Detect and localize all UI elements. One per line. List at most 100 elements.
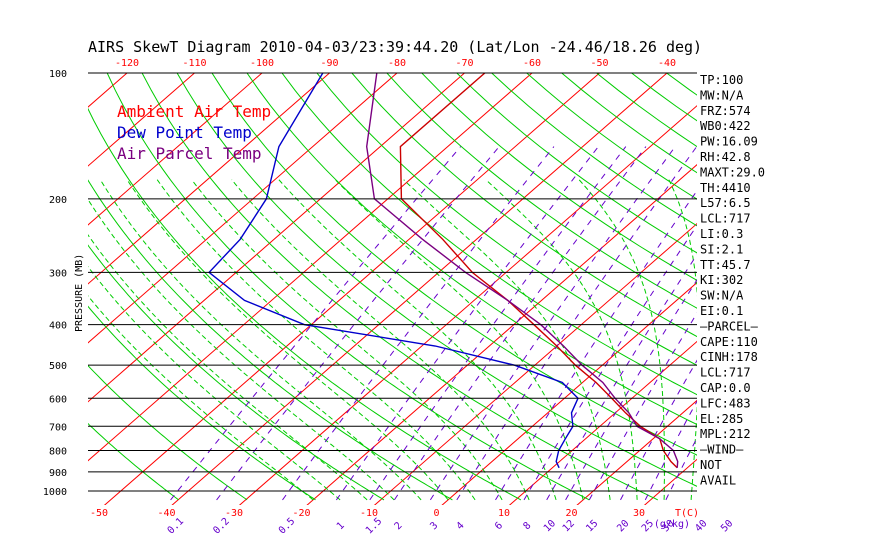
isotherm-line (373, 222, 697, 505)
top-temp-tick-label: -100 (250, 58, 274, 69)
legend-entry: Ambient Air Temp (117, 102, 271, 121)
mixing-ratio-tick-label: 8 (521, 520, 533, 532)
stability-index-item: LFC:483 (700, 396, 751, 410)
dry-adiabat-lines (88, 54, 870, 501)
pressure-tick-label: 800 (49, 446, 67, 457)
stability-index-item: —PARCEL— (700, 319, 759, 333)
legend-entry: Dew Point Temp (117, 123, 252, 142)
mixing-ratio-tick-label: 1.5 (364, 516, 385, 537)
x-unit-label: T(C) (675, 508, 699, 519)
isotherm-line (88, 73, 196, 167)
dry-adiabat-line (386, 73, 697, 309)
stability-index-item: LI:0.3 (700, 227, 743, 241)
dry-adiabat-line (281, 73, 697, 396)
moist-adiabat-line (278, 179, 557, 501)
bottom-temp-tick-label: -20 (292, 508, 310, 519)
mixing-ratio-tick-label: 10 (542, 518, 558, 534)
top-temp-tick-label: -50 (590, 58, 608, 69)
mixing-ratio-tick-label: 15 (584, 518, 600, 534)
dry-adiabat-line (141, 73, 659, 501)
bottom-temp-tick-label: 0 (433, 508, 439, 519)
isotherm-line (88, 73, 398, 344)
mixing-ratio-line (369, 146, 627, 501)
stability-index-item: PW:16.09 (700, 135, 758, 149)
dry-adiabat-line (744, 54, 870, 500)
dry-adiabat-line (106, 73, 590, 501)
moist-adiabat-line (334, 179, 584, 501)
isotherm-line (88, 73, 263, 226)
moist-adiabat-line (88, 295, 314, 501)
y-axis-label: PRESSURE (MB) (74, 254, 85, 332)
legend-entry: Air Parcel Temp (117, 144, 262, 163)
dry-adiabat-line (525, 73, 697, 200)
stability-index-item: L57:6.5 (700, 196, 751, 210)
moist-adiabat-line (485, 179, 638, 500)
dry-adiabat-line (88, 422, 179, 501)
stability-index-item: TT:45.7 (700, 258, 751, 272)
moist-adiabat-line (156, 179, 476, 501)
isotherm-line (508, 340, 697, 505)
moist-adiabat-line (403, 179, 611, 500)
top-temp-tick-label: -120 (115, 58, 139, 69)
mixing-ratio-tick-label: 12 (561, 518, 577, 534)
dry-adiabat-line (88, 107, 522, 501)
stability-index-item: FRZ:574 (700, 104, 751, 118)
bottom-temp-tick-label: -40 (157, 508, 175, 519)
stability-index-item: EI:0.1 (700, 304, 743, 318)
mixing-ratio-unit-label: (g/kg) (654, 519, 690, 530)
dry-adiabat-line (456, 73, 697, 254)
moist-adiabat-line (126, 179, 449, 501)
stability-index-item: AVAIL (700, 473, 736, 487)
dry-adiabat-line (88, 244, 385, 501)
mixing-ratio-lines (170, 146, 697, 501)
chart-title: AIRS SkewT Diagram 2010-04-03/23:39:44.2… (88, 38, 702, 56)
moist-adiabat-line (231, 179, 530, 501)
isotherm-line (103, 73, 601, 505)
pressure-tick-label: 600 (49, 394, 67, 405)
isotherm-line (576, 399, 697, 505)
moist-adiabat-line (88, 198, 395, 501)
mixing-ratio-line (665, 436, 697, 501)
stability-index-item: CINH:178 (700, 350, 758, 364)
dry-adiabat-line (421, 73, 697, 281)
pressure-tick-label: 500 (49, 361, 67, 372)
pressure-tick-label: 1000 (43, 487, 67, 498)
dry-adiabat-line (778, 54, 870, 500)
mixing-ratio-line (429, 146, 676, 501)
mixing-ratio-tick-label: 20 (615, 518, 631, 534)
stability-index-item: SW:N/A (700, 289, 744, 303)
mixing-ratio-tick-label: 1 (335, 520, 347, 532)
stability-index-item: LCL:717 (700, 212, 751, 226)
bottom-temp-tick-label: 20 (565, 508, 577, 519)
dry-adiabat-line (88, 179, 453, 501)
dry-adiabat-line (88, 364, 248, 501)
mixing-ratio-tick-label: 40 (693, 518, 709, 534)
mixing-ratio-line (216, 146, 500, 501)
dry-adiabat-line (176, 73, 697, 487)
pressure-lines: 100 200 300 400 500 600 700 800 900 1000 (43, 69, 697, 498)
stability-index-item: CAP:0.0 (700, 381, 751, 395)
dry-adiabat-line (211, 73, 697, 456)
sounding-series (208, 73, 679, 469)
stability-index-item: MPL:212 (700, 427, 751, 441)
bottom-temp-tick-label: 10 (498, 508, 510, 519)
stability-index-item: KI:302 (700, 273, 743, 287)
legend: Ambient Air Temp Dew Point Temp Air Parcel… (117, 102, 271, 163)
isotherm-line (88, 73, 533, 462)
moist-adiabat-line (578, 179, 665, 500)
top-temp-tick-label: -70 (455, 58, 473, 69)
bottom-temp-tick-label: -30 (225, 508, 243, 519)
mixing-ratio-tick-label: 50 (719, 518, 735, 534)
stability-index-item: MAXT:29.0 (700, 165, 765, 179)
top-temp-tick-label: -80 (388, 58, 406, 69)
moist-adiabat-line (88, 234, 368, 501)
mixing-ratio-tick-label: 0.1 (166, 516, 187, 537)
dry-adiabat-line (88, 305, 316, 501)
stability-index-item: TH:4410 (700, 181, 751, 195)
bottom-temp-tick-label: -50 (90, 508, 108, 519)
dry-adiabat-line (246, 73, 697, 426)
isotherm-line (830, 60, 870, 520)
mixing-ratio-tick-label: 0.5 (277, 516, 298, 537)
top-temp-tick-label: -60 (523, 58, 541, 69)
